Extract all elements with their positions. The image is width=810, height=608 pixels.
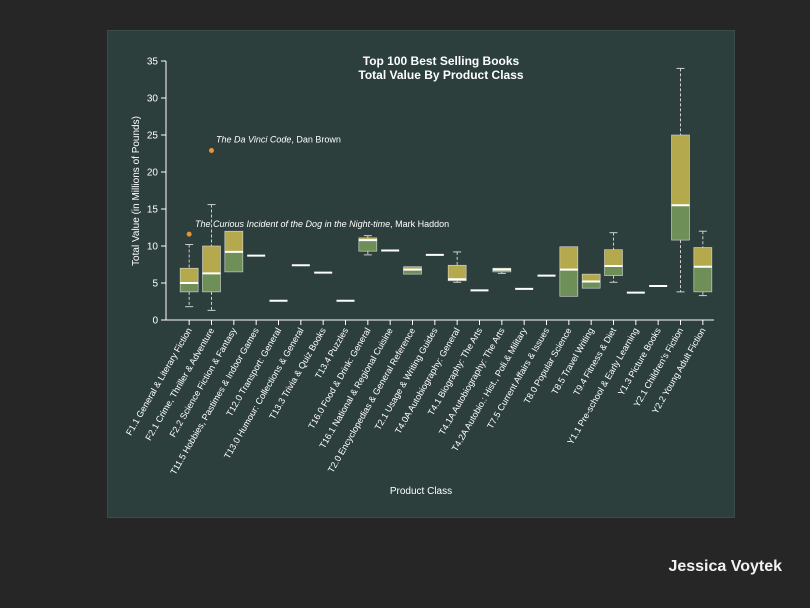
category-box	[671, 67, 690, 325]
category-box	[314, 271, 333, 325]
y-axis-label: Total Value (in Millions of Pounds)	[131, 116, 142, 266]
category-box	[425, 253, 444, 325]
box-lower-half	[604, 265, 623, 276]
outlier-label: The Curious Incident of the Dog in the N…	[195, 219, 449, 229]
box-upper-half	[559, 246, 579, 270]
box-lower-half	[358, 239, 378, 252]
box-marks	[179, 67, 713, 325]
category-box	[581, 273, 601, 325]
category-box	[537, 274, 556, 325]
category-box	[559, 246, 579, 325]
category-box	[269, 299, 288, 325]
box-lower-half	[179, 282, 199, 293]
chart-title-line-2: Total Value By Product Class	[358, 68, 523, 82]
x-axis-label: Product Class	[390, 486, 452, 497]
y-tick-label: 0	[152, 316, 158, 327]
chart-title: Top 100 Best Selling Books Total Value B…	[358, 54, 523, 82]
category-box	[693, 230, 713, 325]
category-box	[336, 299, 355, 325]
y-tick-label: 20	[147, 168, 159, 179]
category-box	[381, 249, 400, 325]
outlier-annotations: The Da Vinci Code, Dan Brown The Curious …	[186, 135, 449, 237]
box-upper-half	[179, 267, 199, 284]
outlier-title: The Da Vinci Code	[216, 135, 291, 145]
box-lower-half	[202, 273, 221, 293]
box-upper-half	[693, 247, 713, 268]
category-box	[291, 264, 310, 325]
category-box	[247, 254, 266, 325]
box-upper-half	[604, 249, 623, 267]
category-box	[202, 204, 221, 325]
axes: 0 5 10 15 20 25 30 35	[147, 57, 714, 327]
category-box	[358, 235, 378, 325]
box-upper-half	[202, 245, 221, 274]
outlier-author: , Mark Haddon	[390, 219, 449, 229]
y-tick-label: 10	[147, 242, 159, 253]
y-tick-label: 25	[147, 131, 159, 142]
box-upper-half	[224, 230, 244, 253]
author-name: Jessica Voytek	[668, 558, 782, 575]
outlier-point	[186, 231, 192, 237]
outlier-point	[209, 148, 214, 154]
outlier-label: The Da Vinci Code, Dan Brown	[216, 135, 341, 145]
box-upper-half	[581, 273, 601, 282]
box-upper-half	[447, 264, 467, 280]
category-box	[649, 284, 668, 325]
chart-title-line-1: Top 100 Best Selling Books	[363, 54, 520, 68]
outlier-title: The Curious Incident of the Dog in the N…	[195, 219, 390, 229]
category-box	[515, 287, 534, 325]
y-tick-label: 15	[147, 205, 159, 216]
box-lower-half	[224, 251, 244, 273]
y-tick-label: 35	[147, 57, 159, 68]
category-box	[626, 291, 645, 325]
y-tick-label: 5	[152, 279, 158, 290]
box-lower-half	[671, 205, 690, 241]
category-box	[492, 267, 512, 325]
category-box	[447, 251, 467, 325]
category-box	[604, 232, 623, 325]
category-box	[403, 266, 422, 325]
category-box	[470, 289, 489, 325]
box-upper-half	[671, 134, 690, 206]
outlier-author: , Dan Brown	[291, 135, 341, 145]
box-lower-half	[559, 269, 579, 297]
y-tick-label: 30	[147, 94, 159, 105]
box-lower-half	[693, 266, 713, 293]
category-box	[179, 244, 199, 325]
boxplot-chart: Top 100 Best Selling Books Total Value B…	[124, 54, 714, 497]
chart-panel: Top 100 Best Selling Books Total Value B…	[107, 30, 735, 518]
category-box	[224, 230, 244, 325]
